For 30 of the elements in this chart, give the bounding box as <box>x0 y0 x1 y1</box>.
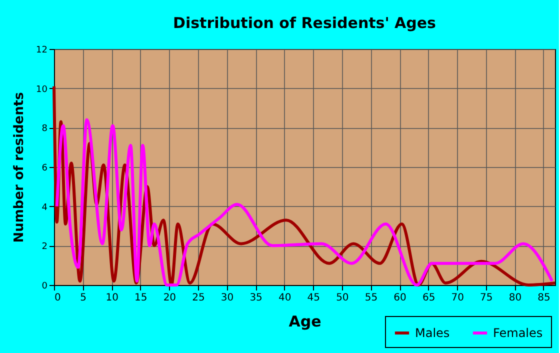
x-tick-label: 75 <box>480 292 493 304</box>
y-tick-label: 8 <box>42 124 48 134</box>
y-tick-label: 0 <box>42 282 48 292</box>
x-tick-label: 20 <box>163 292 176 304</box>
x-tick-label: 55 <box>364 292 378 304</box>
x-tick-label: 15 <box>134 292 148 304</box>
chart-title: Distribution of Residents' Ages <box>173 14 436 32</box>
x-tick-label: 10 <box>106 292 118 304</box>
x-tick-label: 50 <box>336 292 349 304</box>
x-tick-label: 30 <box>220 292 234 304</box>
y-tick-label: 12 <box>36 46 48 56</box>
y-tick-label: 2 <box>42 242 48 252</box>
y-tick-label: 10 <box>36 84 48 95</box>
x-tick-label: 40 <box>278 292 292 304</box>
x-tick-label: 5 <box>80 292 86 304</box>
x-tick-label: 70 <box>451 292 464 304</box>
legend-label: Males <box>415 326 450 340</box>
x-tick-label: 0 <box>54 292 61 304</box>
x-tick-label: 80 <box>508 292 522 304</box>
x-tick-label: 60 <box>394 292 406 304</box>
x-tick-label: 25 <box>192 292 205 304</box>
x-tick-label: 85 <box>538 292 550 304</box>
x-tick-label: 45 <box>307 292 320 304</box>
y-axis-title: Number of residents <box>12 92 28 243</box>
y-tick-label: 4 <box>42 202 48 213</box>
legend-label: Females <box>493 326 543 340</box>
x-tick-label: 65 <box>422 292 436 304</box>
y-tick-label: 6 <box>42 164 48 174</box>
x-tick-label: 35 <box>250 292 262 304</box>
x-axis-title: Age <box>288 312 322 330</box>
